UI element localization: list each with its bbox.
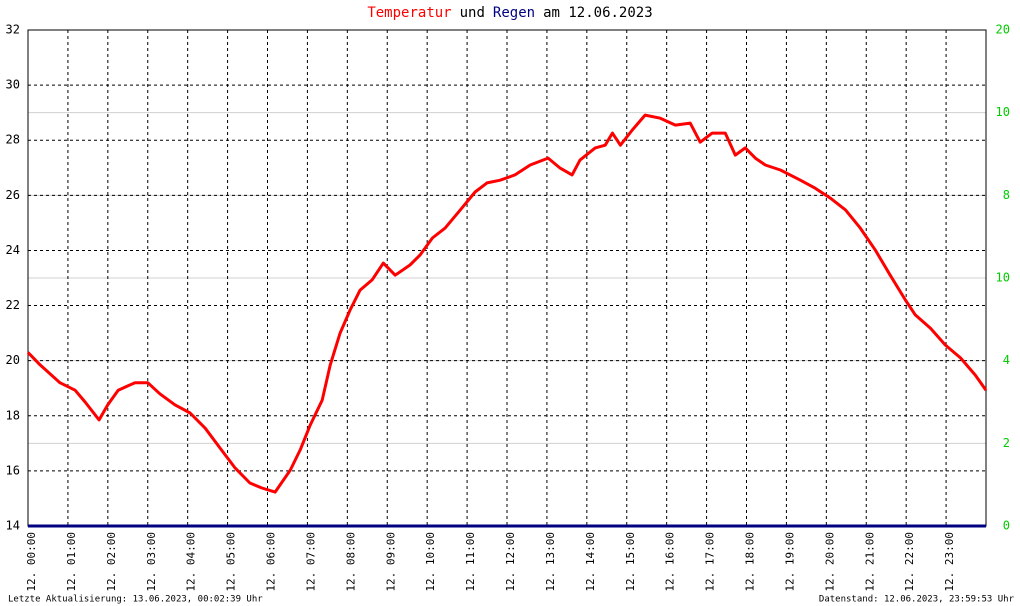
y-tick-label: 28 (6, 133, 20, 147)
x-tick-label: 12. 10:00 (424, 532, 437, 592)
x-tick-label: 12. 14:00 (584, 532, 597, 592)
y-tick-label: 16 (6, 463, 20, 477)
y-tick-label: 22 (6, 298, 20, 312)
x-tick-label: 12. 08:00 (344, 532, 357, 592)
footer-left: Letzte Aktualisierung: 13.06.2023, 00:02… (8, 595, 263, 605)
title-part: Temperatur (367, 5, 451, 21)
x-tick-label: 12. 00:00 (25, 532, 38, 592)
x-tick-label: 12. 22:00 (903, 532, 916, 592)
y-tick-label: 24 (6, 243, 20, 257)
y2-tick-label: 8 (1003, 188, 1010, 202)
y2-tick-label: 20 (996, 23, 1010, 37)
x-tick-label: 12. 04:00 (185, 532, 198, 592)
y-tick-label: 14 (6, 519, 20, 533)
title-part: am 12.06.2023 (543, 5, 653, 21)
series-line (26, 113, 988, 494)
y-tick-label: 18 (6, 408, 20, 422)
x-tick-label: 12. 07:00 (304, 532, 317, 592)
y-tick-label: 20 (6, 353, 20, 367)
title-part: Regen (493, 5, 535, 21)
y-tick-label: 30 (6, 78, 20, 92)
x-tick-label: 12. 09:00 (384, 532, 397, 592)
x-tick-label: 12. 06:00 (265, 532, 278, 592)
x-tick-label: 12. 05:00 (225, 532, 238, 592)
x-tick-label: 12. 16:00 (664, 532, 677, 592)
chart-title: Temperatur und Regen am 12.06.2023 (367, 5, 652, 21)
y-tick-label: 26 (6, 188, 20, 202)
x-tick-label: 12. 01:00 (65, 532, 78, 592)
x-tick-label: 12. 18:00 (744, 532, 757, 592)
x-tick-label: 12. 19:00 (783, 532, 796, 592)
y-tick-label: 32 (6, 23, 20, 37)
y2-tick-label: 10 (996, 271, 1010, 285)
x-tick-label: 12. 13:00 (544, 532, 557, 592)
x-tick-label: 12. 12:00 (504, 532, 517, 592)
x-tick-label: 12. 15:00 (624, 532, 637, 592)
y2-tick-label: 0 (1003, 519, 1010, 533)
x-tick-label: 12. 21:00 (863, 532, 876, 592)
x-tick-label: 12. 03:00 (145, 532, 158, 592)
y2-tick-label: 2 (1003, 436, 1010, 450)
x-tick-label: 12. 23:00 (943, 532, 956, 592)
x-tick-label: 12. 02:00 (105, 532, 118, 592)
x-tick-label: 12. 11:00 (464, 532, 477, 592)
y2-tick-label: 10 (996, 105, 1010, 119)
x-tick-label: 12. 17:00 (704, 532, 717, 592)
title-part: und (460, 5, 485, 21)
footer-right: Datenstand: 12.06.2023, 23:59:53 Uhr (819, 595, 1015, 605)
y2-tick-label: 4 (1003, 353, 1010, 367)
x-tick-label: 12. 20:00 (823, 532, 836, 592)
